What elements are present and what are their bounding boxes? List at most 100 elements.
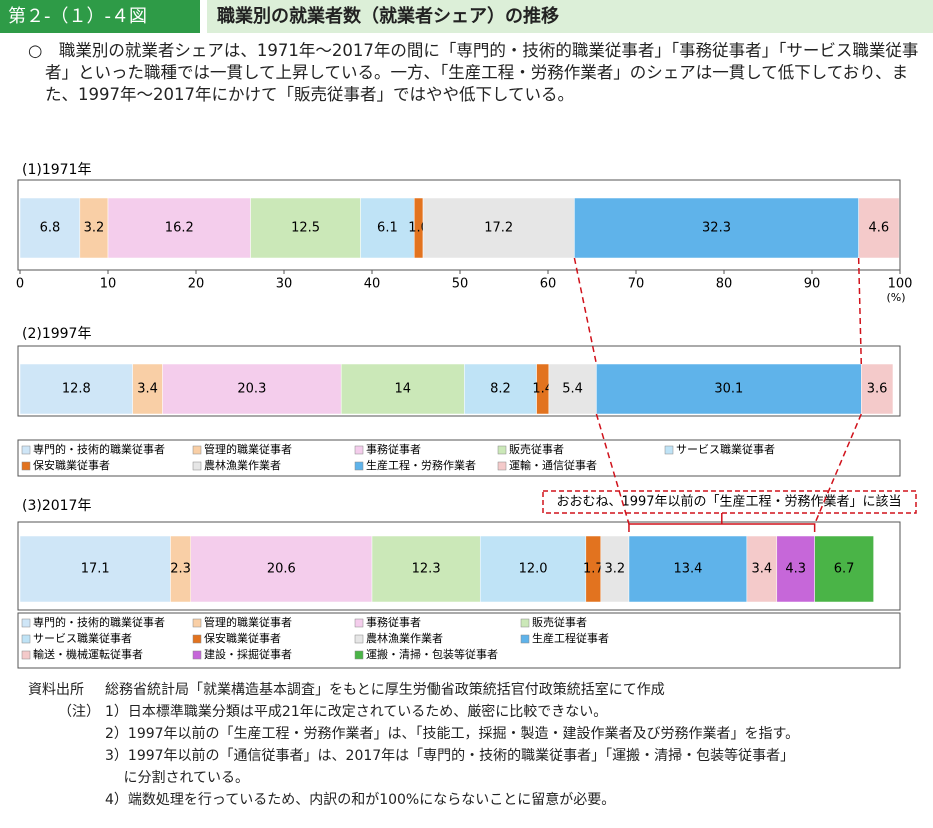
bar-segment	[19, 363, 133, 415]
x-tick-label: 60	[540, 277, 557, 292]
legend-label: 農林漁業作業者	[366, 631, 443, 645]
legend-label: 専門的・技術的職業従事者	[33, 442, 165, 456]
connector	[857, 257, 863, 365]
bar-segment	[479, 535, 587, 603]
value-label: 3.2	[84, 221, 105, 236]
figure-number: 第２-（１）-４図	[0, 0, 200, 33]
value-label: 12.8	[62, 382, 91, 397]
legend-swatch	[21, 461, 31, 471]
legend-swatch	[497, 461, 507, 471]
annotation-bracket	[628, 513, 816, 532]
legend-swatch	[354, 650, 364, 660]
x-tick-label: 80	[716, 277, 733, 292]
notes-label: （注）	[58, 704, 100, 720]
legend-swatch	[192, 445, 202, 455]
bar-segment	[360, 197, 415, 259]
value-label: 16.2	[165, 221, 194, 236]
legend-swatch	[21, 445, 31, 455]
legend-swatch	[21, 618, 31, 628]
value-label: 6.8	[40, 221, 61, 236]
value-label: 12.0	[519, 562, 548, 577]
note-item: 3）1997年以前の「通信従事者」は、2017年は「専門的・技術的職業従事者」「…	[105, 748, 795, 764]
value-label: 12.5	[291, 221, 320, 236]
summary: ○ 職業別の就業者シェアは、1971年～2017年の間に「専門的・技術的職業従事…	[28, 41, 919, 104]
legend-swatch	[192, 650, 202, 660]
source-label: 資料出所	[28, 682, 84, 698]
bar-segment	[250, 197, 361, 259]
note-item: 2）1997年以前の「生産工程・労務作業者」は、「技能工，採掘・製造・建設作業者…	[105, 726, 800, 742]
bar-segment	[776, 535, 815, 603]
legend-swatch	[520, 618, 530, 628]
chart-title: (1)1971年	[22, 162, 91, 178]
chart-title: (2)1997年	[22, 326, 91, 342]
bar-segment	[132, 363, 163, 415]
x-tick-label: 50	[452, 277, 469, 292]
legend-swatch	[354, 618, 364, 628]
value-label: 1.4	[532, 382, 553, 397]
bar-segment	[340, 363, 465, 415]
note-item: 1）日本標準職業分類は平成21年に改定されているため、厳密に比較できない。	[105, 704, 608, 720]
legend-label: 保安職業従事者	[204, 631, 281, 645]
legend-swatch	[354, 634, 364, 644]
legend-label: サービス職業従事者	[676, 443, 775, 456]
value-label: 5.4	[562, 382, 583, 397]
value-label: 14	[395, 382, 412, 397]
legend-label: 建設・採掘従事者	[204, 647, 292, 661]
bar-segment	[19, 197, 81, 259]
value-label: 6.1	[377, 221, 398, 236]
figure-title: 職業別の就業者数（就業者シェア）の推移	[207, 0, 933, 33]
connector	[595, 413, 630, 525]
bar-segment	[464, 363, 537, 415]
bar-segment	[600, 535, 630, 603]
legend-swatch	[21, 650, 31, 660]
plot-frame	[17, 521, 901, 611]
legend-label: 生産工程・労務作業者	[366, 458, 476, 472]
legend-swatch	[192, 634, 202, 644]
value-label: 12.3	[412, 562, 441, 577]
legend-frame	[17, 612, 901, 669]
legend-label: 管理的職業従事者	[204, 615, 292, 629]
legend-swatch	[497, 445, 507, 455]
value-label: 17.1	[81, 562, 110, 577]
notes: 1）日本標準職業分類は平成21年に改定されているため、厳密に比較できない。 2）1…	[105, 701, 799, 811]
legend-label: 農林漁業作業者	[204, 458, 281, 472]
legend-label: 販売従事者	[509, 443, 564, 456]
x-tick-label: 0	[16, 277, 24, 292]
x-tick-label: 20	[188, 277, 205, 292]
legend-label: 販売従事者	[532, 616, 587, 629]
plot-frame	[17, 345, 901, 417]
bar-segment	[861, 363, 894, 415]
value-label: 30.1	[714, 382, 743, 397]
legend-label: 運搬・清掃・包装等従事者	[366, 647, 498, 661]
legend-swatch	[520, 634, 530, 644]
legend-label: サービス職業従事者	[33, 632, 132, 645]
value-label: 3.4	[751, 562, 772, 577]
value-label: 3.6	[867, 382, 888, 397]
annotation: おおむね、1997年以前の「生産工程・労務作業者」に該当	[556, 494, 901, 510]
legend-swatch	[21, 634, 31, 644]
note-item: 4）端数処理を行っているため、内訳の和が100%にならないことに留意が必要。	[105, 792, 616, 808]
legend-frame	[17, 439, 901, 477]
x-tick-label: 10	[100, 277, 117, 292]
x-tick-label: 70	[628, 277, 645, 292]
annotation-box	[542, 490, 917, 514]
value-label: 4.3	[785, 562, 806, 577]
legend-label: 管理的職業従事者	[204, 442, 292, 456]
value-label: 3.4	[137, 382, 158, 397]
value-label: 2.3	[170, 562, 191, 577]
x-tick-label: 90	[804, 277, 821, 292]
bar-segment	[162, 363, 342, 415]
legend-label: 運輸・通信従事者	[509, 458, 597, 472]
bar-segment	[422, 197, 575, 259]
legend-label: 専門的・技術的職業従事者	[33, 615, 165, 629]
value-label: 13.4	[673, 562, 702, 577]
value-label: 1.7	[583, 562, 604, 577]
legend-swatch	[354, 445, 364, 455]
x-axis-label: (%)	[886, 291, 905, 304]
value-label: 3.2	[605, 562, 626, 577]
value-label: 32.3	[702, 221, 731, 236]
bar-segment	[79, 197, 109, 259]
legend-label: 事務従事者	[366, 615, 421, 629]
